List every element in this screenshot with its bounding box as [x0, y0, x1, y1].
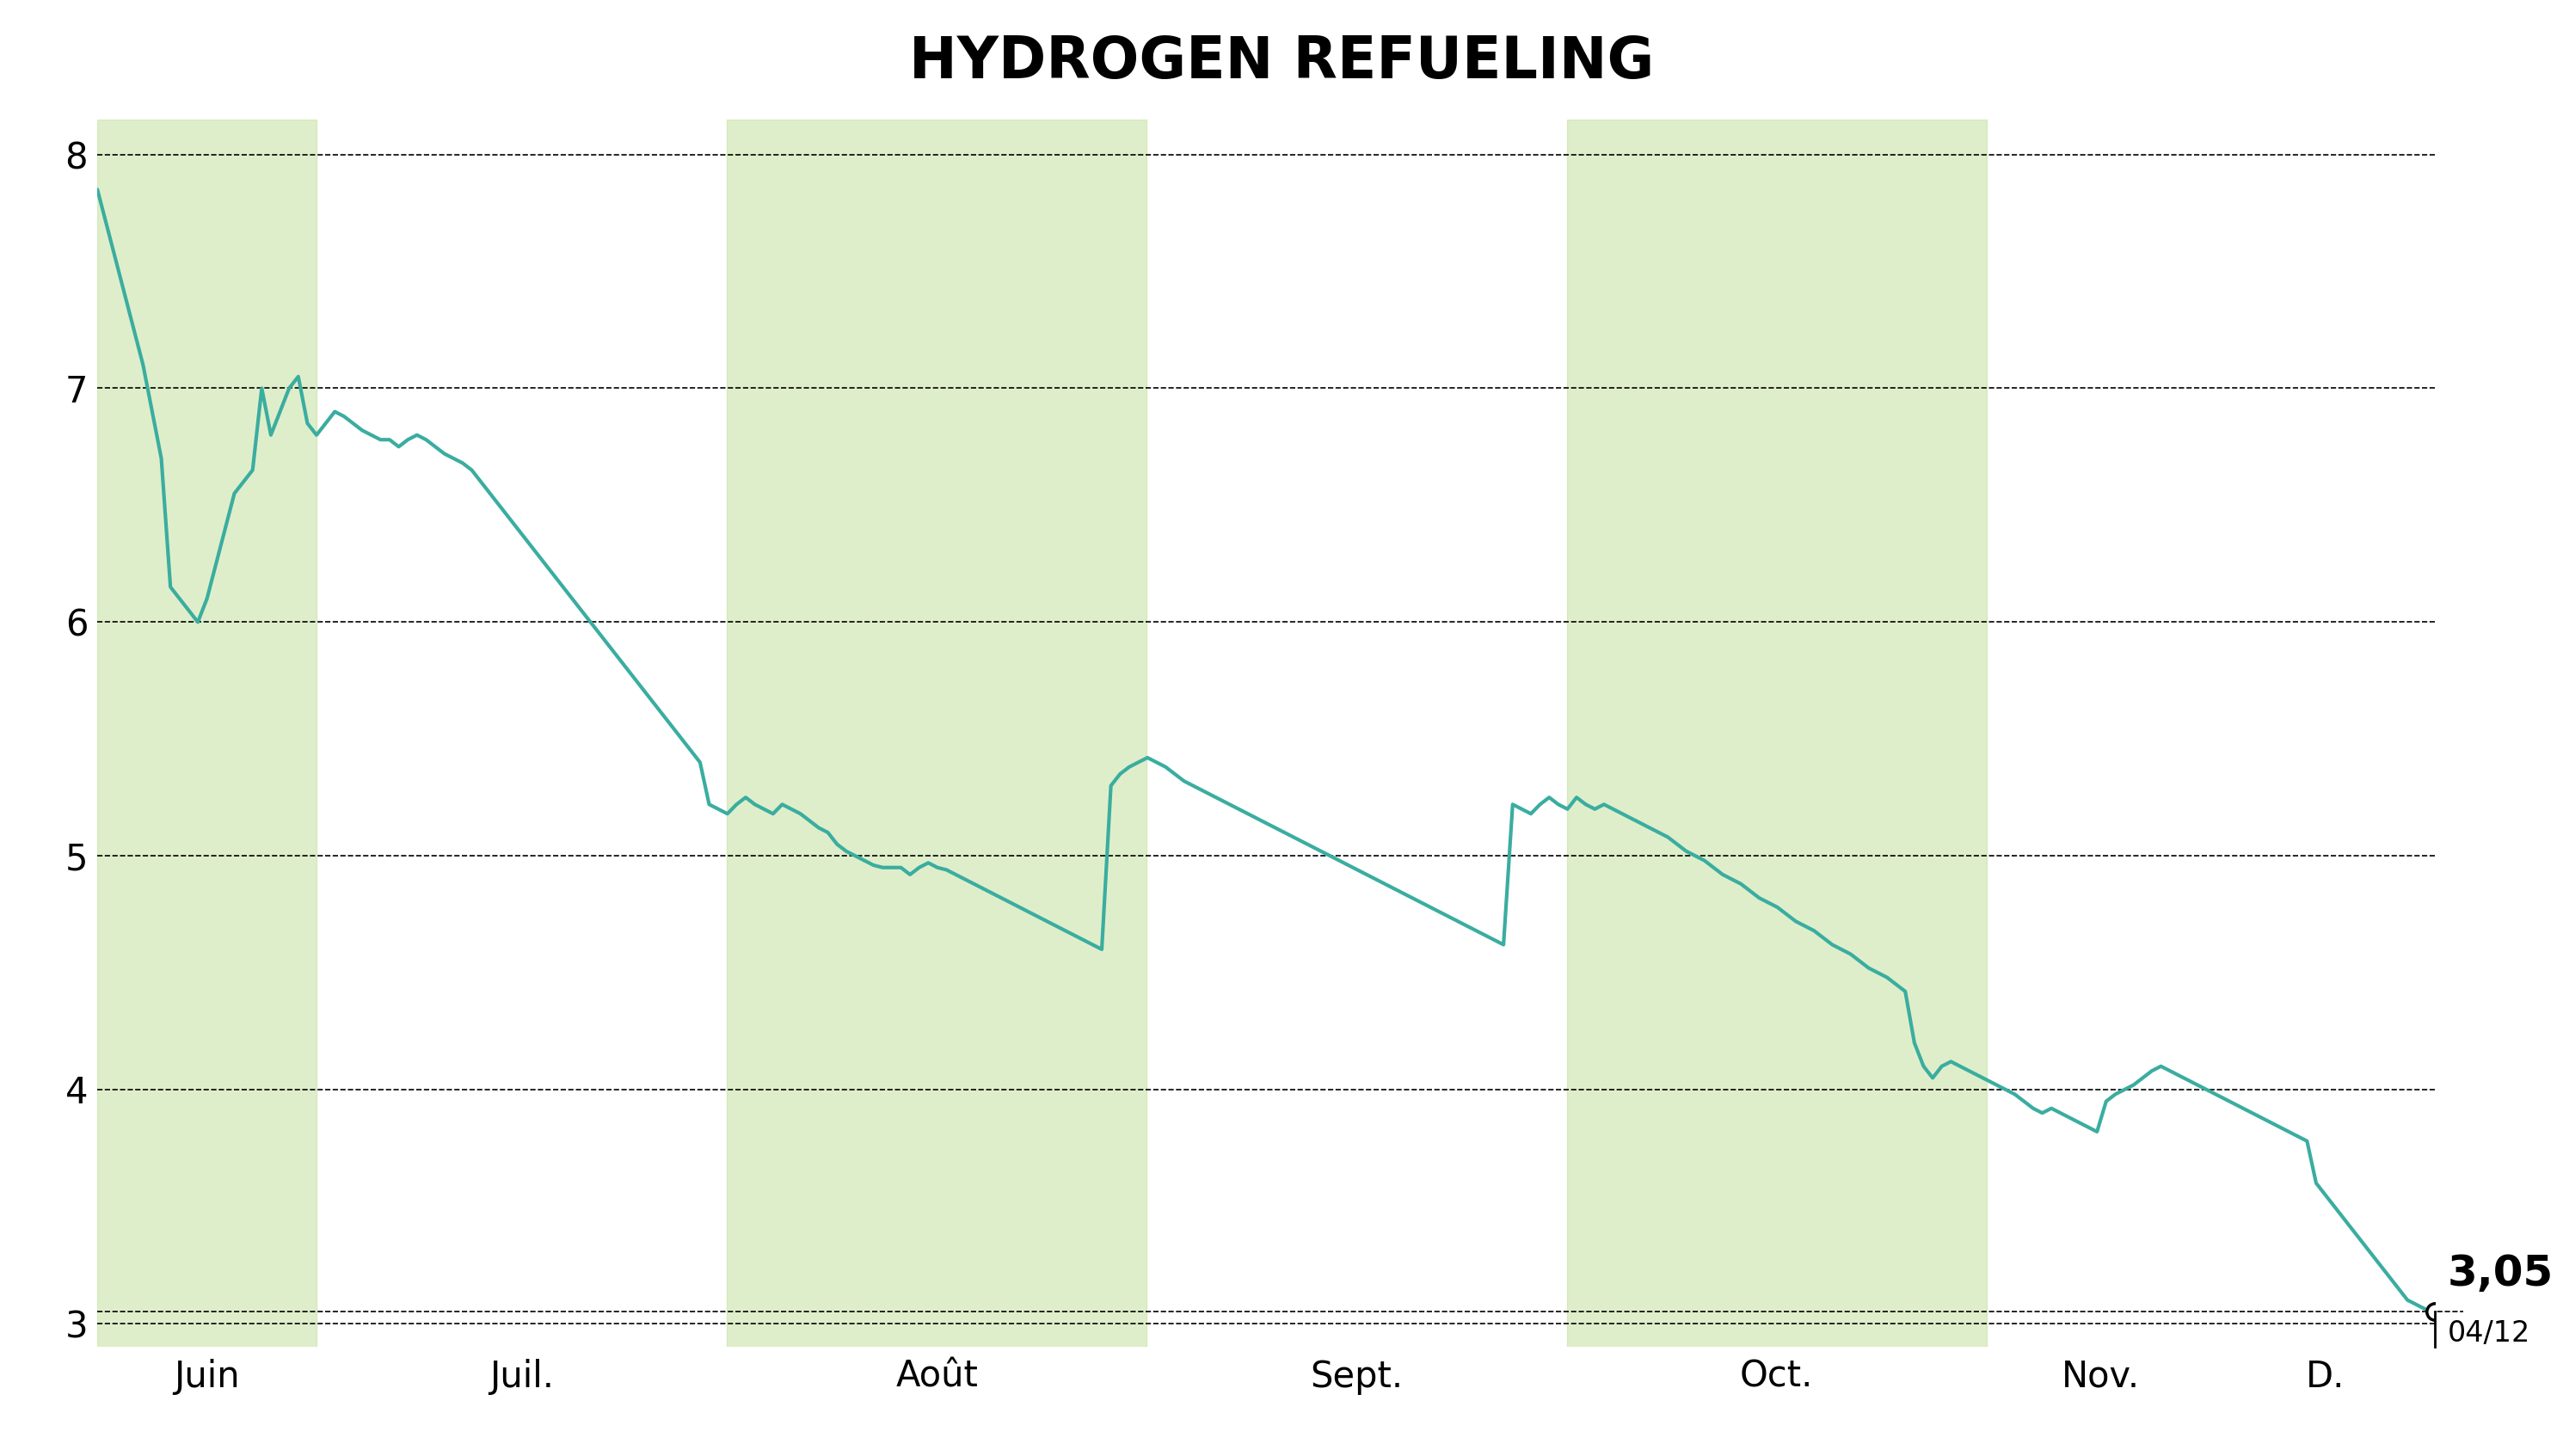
Bar — [97, 119, 318, 1347]
Text: 04/12: 04/12 — [2448, 1319, 2530, 1347]
Text: HYDROGEN REFUELING: HYDROGEN REFUELING — [910, 33, 1653, 90]
Bar — [728, 119, 1146, 1347]
Text: 3,05: 3,05 — [2448, 1254, 2553, 1294]
Bar — [1566, 119, 1986, 1347]
